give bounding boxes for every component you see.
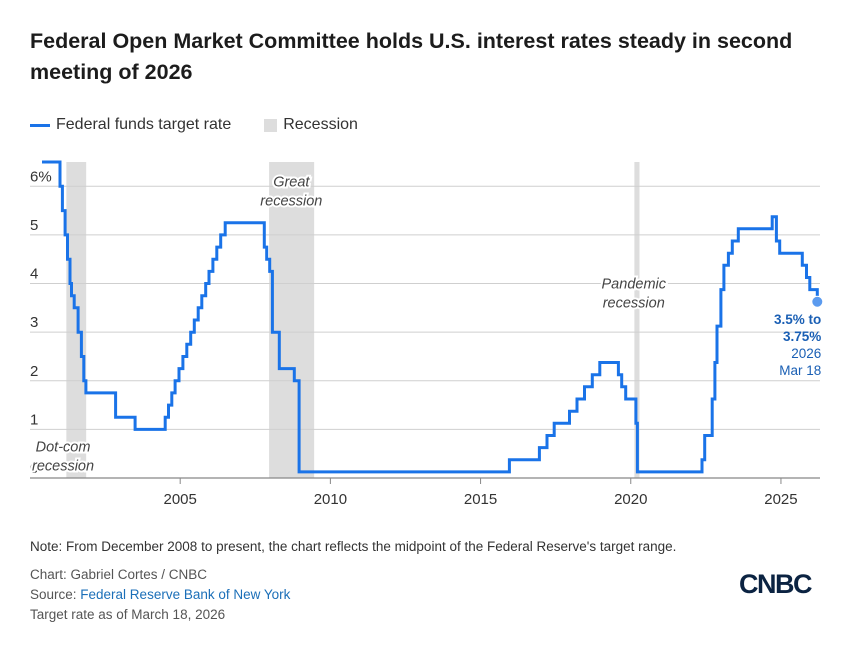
legend-recession-swatch — [264, 118, 278, 132]
legend: Federal funds target rate Recession — [30, 114, 358, 136]
y-tick-label: 0 — [30, 460, 38, 477]
x-axis-tick-labels: 2005 2010 2015 2020 2025 — [164, 478, 798, 508]
latest-point-marker — [811, 295, 824, 308]
annotation-layer: 3.5% to 3.75% 2026 Mar 18 — [774, 295, 824, 378]
legend-series-swatch — [30, 123, 50, 127]
recession-label-line: Pandemic — [602, 276, 667, 292]
x-tick-label: 2025 — [764, 491, 797, 508]
recession-bands — [66, 162, 640, 478]
source-prefix: Source: — [30, 587, 81, 602]
y-tick-label: 1 — [30, 411, 38, 428]
y-tick-label: 2 — [30, 363, 38, 380]
rate-chart: 0 1 2 3 4 5 6% 2005 2010 2015 2020 2025 3.5% to 3.7… — [30, 160, 824, 508]
x-tick-label: 2005 — [164, 491, 197, 508]
chart-title: Federal Open Market Committee holds U.S.… — [30, 29, 793, 84]
x-tick-label: 2010 — [314, 491, 347, 508]
x-tick-label: 2015 — [464, 491, 497, 508]
recession-band-2 — [634, 162, 640, 478]
gridlines — [30, 185, 820, 479]
latest-rate-annotation-line: 3.75% — [783, 329, 821, 344]
recession-labels: Dot-com recession Great recession Pandemic re… — [30, 172, 669, 476]
source-link[interactable]: Federal Reserve Bank of New York — [80, 587, 291, 602]
recession-label-line: Great — [273, 174, 310, 190]
series-line-0 — [42, 160, 819, 474]
latest-rate-annotation-line: Mar 18 — [779, 363, 821, 378]
recession-label-line: recession — [603, 295, 665, 311]
legend-series-label: Federal funds target rate — [56, 116, 232, 133]
as-of-date: Target rate as of March 18, 2026 — [30, 607, 226, 622]
recession-label-line: recession — [260, 193, 322, 209]
latest-rate-annotation-line: 2026 — [791, 346, 821, 361]
cnbc-logo: CNBC — [739, 569, 813, 599]
source-line: Source: Federal Reserve Bank of New York — [30, 585, 720, 605]
y-tick-label: 3 — [30, 314, 38, 331]
recession-label-line: recession — [32, 458, 94, 474]
footer-note: Note: From December 2008 to present, the… — [30, 539, 677, 554]
footer: Note: From December 2008 to present, the… — [30, 537, 720, 625]
recession-label-line: Dot-com — [36, 439, 91, 455]
legend-recession-label: Recession — [283, 116, 358, 133]
chart-credit: Chart: Gabriel Cortes / CNBC — [30, 567, 208, 582]
recession-band-0 — [66, 162, 87, 478]
series-layer — [42, 160, 819, 474]
x-tick-label: 2020 — [614, 491, 647, 508]
recession-band-1 — [269, 162, 315, 478]
latest-rate-annotation-line: 3.5% to — [774, 312, 821, 327]
y-tick-label: 5 — [30, 217, 38, 234]
y-tick-label: 4 — [30, 266, 38, 283]
y-axis-tick-labels: 0 1 2 3 4 5 6% — [30, 168, 52, 477]
y-tick-label: 6% — [30, 168, 52, 185]
